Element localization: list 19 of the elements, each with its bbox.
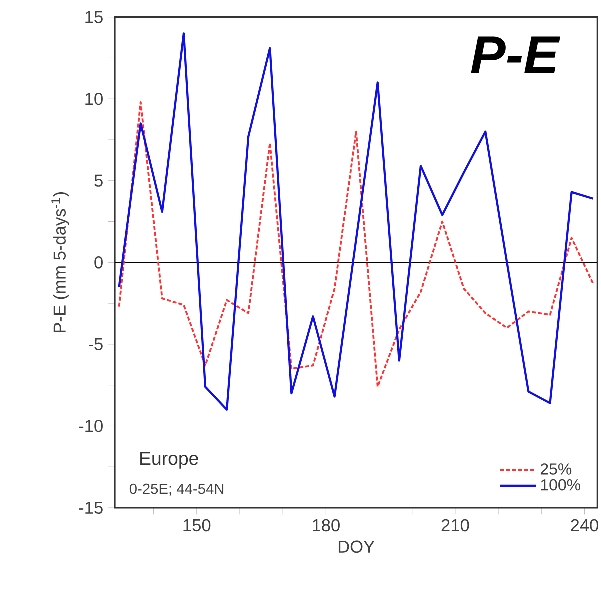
legend-label: 25% [540, 464, 572, 475]
line-series [118, 101, 594, 388]
y-tick-label: -5 [88, 338, 103, 350]
y-tick-label: 10 [86, 92, 103, 106]
annotation: P-E [471, 36, 560, 74]
y-tick-label: 15 [86, 11, 103, 24]
y-tick-label: -10 [79, 420, 103, 432]
y-tick-label: 0 [94, 256, 103, 269]
y-axis-title: P-E (mm 5-days$^{-1}$) [52, 192, 70, 332]
y-tick-label: 5 [94, 174, 103, 187]
x-tick-label: 210 [442, 519, 470, 532]
annotation: 0-25E; 44-54N [130, 484, 224, 496]
annotation: Europe [140, 452, 198, 469]
x-tick-label: 240 [571, 519, 599, 532]
y-tick-label: -15 [79, 502, 103, 514]
x-tick-label: 180 [313, 519, 340, 532]
x-axis-title: DOY [338, 540, 375, 554]
legend-label: 100% [541, 479, 580, 491]
x-tick-label: 150 [184, 519, 211, 532]
